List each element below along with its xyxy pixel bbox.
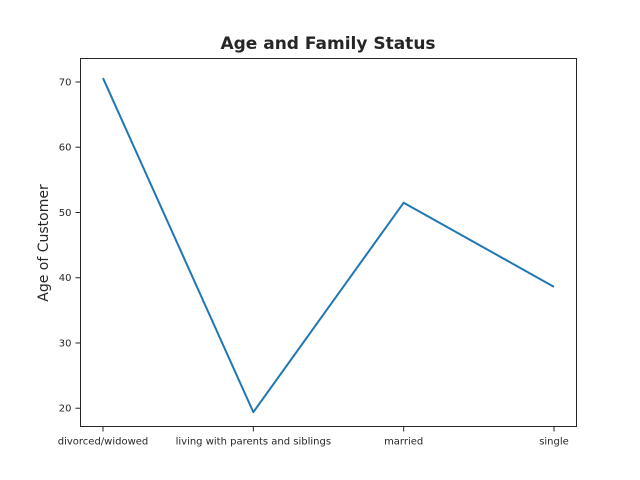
y-tick-label: 40 <box>59 273 72 284</box>
series-line <box>102 77 555 414</box>
y-axis-label: Age of Customer <box>36 184 52 302</box>
y-axis-ticks: 20 30 40 50 60 70 <box>59 77 81 415</box>
y-tick-label: 30 <box>59 338 72 349</box>
x-tick-label: living with parents and siblings <box>176 437 331 448</box>
x-tick-label: married <box>384 437 423 448</box>
y-tick-label: 20 <box>59 404 72 415</box>
chart-title: Age and Family Status <box>220 34 435 54</box>
y-tick-label: 60 <box>59 143 72 154</box>
x-tick-label: single <box>539 437 569 448</box>
x-axis-ticks: divorced/widowed living with parents and … <box>58 426 569 448</box>
y-tick-label: 70 <box>59 77 72 88</box>
plot-frame <box>80 58 577 427</box>
y-tick-label: 50 <box>59 208 72 219</box>
x-tick-label: divorced/widowed <box>58 437 149 448</box>
